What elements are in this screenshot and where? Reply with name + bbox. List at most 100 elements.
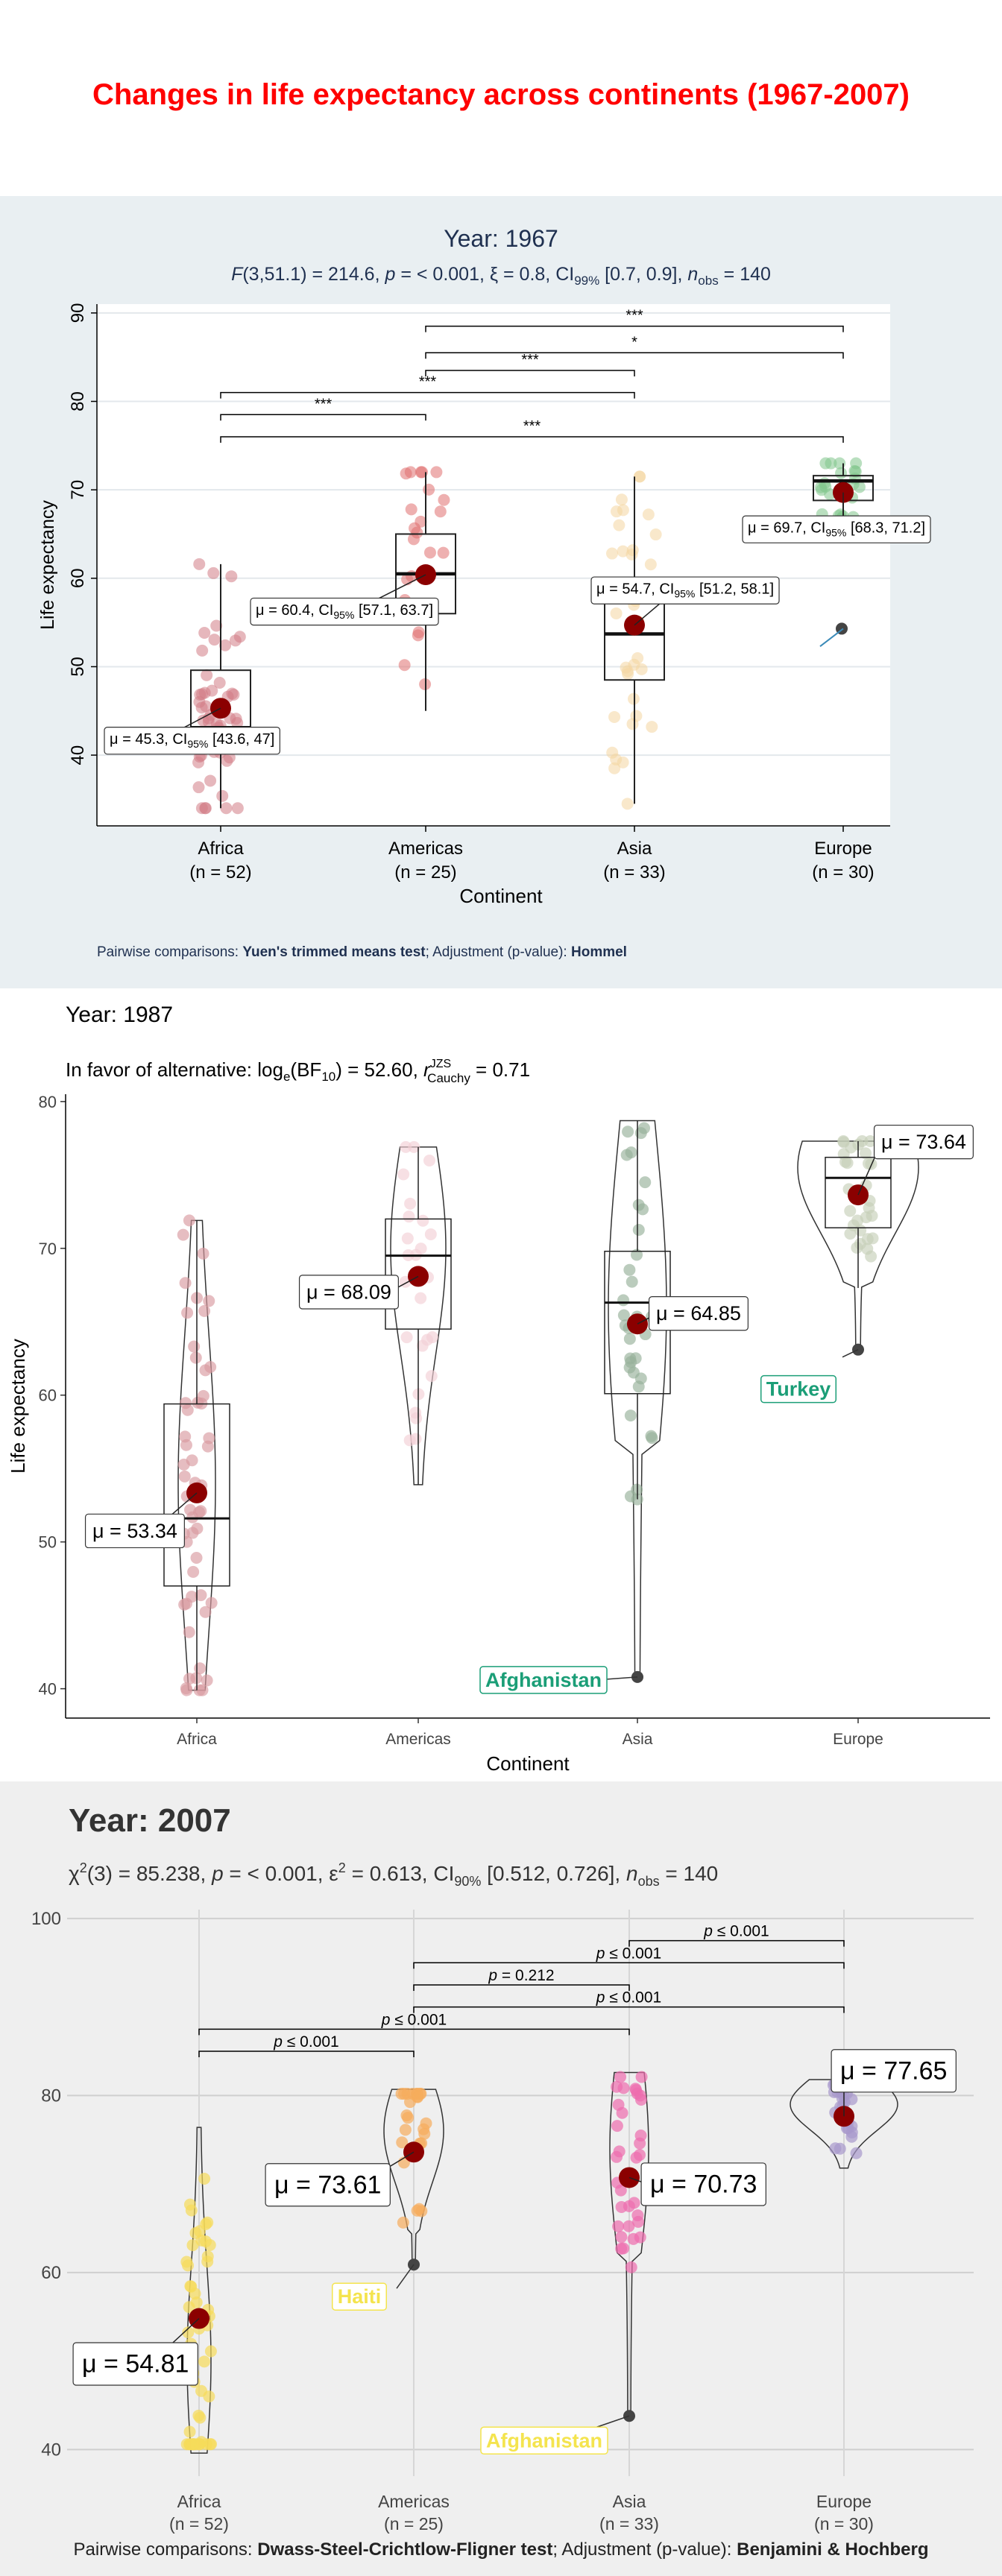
outlier-label-group: Afghanistan bbox=[480, 2426, 608, 2455]
data-point bbox=[183, 1626, 195, 1638]
mean-label: μ = 70.73 bbox=[650, 2170, 757, 2198]
x-tick-n-label: (n = 33) bbox=[603, 862, 665, 883]
data-point bbox=[617, 756, 629, 768]
data-point bbox=[438, 493, 450, 506]
data-point bbox=[193, 1506, 206, 1518]
panel-subtitle: F(3,51.1) = 214.6, p = < 0.001, ξ = 0.8,… bbox=[231, 264, 771, 288]
mean-label-group: μ = 64.85 bbox=[648, 1296, 749, 1331]
data-point bbox=[179, 1277, 192, 1289]
mean-label-group: μ = 77.65 bbox=[831, 2049, 957, 2093]
y-axis-title: Life expectancy bbox=[37, 500, 58, 630]
data-point bbox=[195, 701, 208, 714]
y-tick-label: 40 bbox=[41, 2440, 61, 2460]
x-tick-n-label: (n = 25) bbox=[384, 2514, 444, 2534]
data-point bbox=[197, 1247, 209, 1260]
data-point bbox=[866, 1210, 878, 1222]
comparison-label: p ≤ 0.001 bbox=[703, 1923, 769, 1940]
data-point bbox=[196, 644, 209, 657]
data-point bbox=[210, 619, 223, 632]
data-point bbox=[635, 2071, 648, 2083]
data-point bbox=[405, 503, 418, 516]
comparison-bracket bbox=[413, 2006, 845, 2013]
data-point bbox=[617, 1309, 630, 1322]
data-point bbox=[409, 522, 421, 534]
comparison-label: *** bbox=[626, 308, 643, 324]
outlier-label-group: Afghanistan bbox=[479, 1666, 608, 1694]
data-point bbox=[417, 1214, 429, 1227]
data-point bbox=[437, 546, 450, 559]
data-point bbox=[421, 1333, 434, 1346]
data-point bbox=[626, 1275, 638, 1288]
data-point bbox=[628, 658, 640, 671]
mean-label: μ = 54.81 bbox=[82, 2350, 189, 2378]
comparison-bracket bbox=[628, 1939, 845, 1947]
data-point bbox=[198, 1304, 211, 1317]
y-tick-label: 50 bbox=[68, 657, 88, 677]
data-point bbox=[631, 1483, 643, 1496]
comparison-bracket bbox=[413, 1962, 845, 1969]
data-point bbox=[397, 1168, 410, 1181]
data-point bbox=[195, 688, 208, 701]
data-point bbox=[190, 1552, 203, 1565]
data-point bbox=[646, 1432, 658, 1445]
data-point bbox=[183, 2301, 195, 2314]
data-point bbox=[178, 1470, 191, 1483]
main-title: Changes in life expectancy across contin… bbox=[92, 78, 910, 111]
data-point bbox=[195, 2384, 208, 2397]
data-point bbox=[189, 1351, 202, 1364]
data-point bbox=[193, 2438, 206, 2451]
panel-caption: Pairwise comparisons: Yuen's trimmed mea… bbox=[97, 944, 627, 960]
mean-label-box bbox=[104, 727, 280, 755]
outlier-label: Turkey bbox=[766, 1378, 831, 1401]
data-point bbox=[201, 1440, 214, 1453]
panel-caption: Pairwise comparisons: Dwass-Steel-Cricht… bbox=[74, 2539, 929, 2560]
x-tick-label: Europe bbox=[816, 2492, 872, 2511]
data-point bbox=[408, 1140, 420, 1153]
panel-subtitle: In favor of alternative: loge(BF10) = 52… bbox=[66, 1058, 530, 1085]
data-point bbox=[182, 2259, 195, 2272]
data-point bbox=[177, 1458, 190, 1471]
comparison-bracket bbox=[413, 1984, 630, 1991]
mean-label-box bbox=[831, 2049, 957, 2093]
panel-1987: Year: 1987 In favor of alternative: loge(… bbox=[0, 988, 1002, 1781]
data-point bbox=[639, 1176, 652, 1189]
x-tick-label: Asia bbox=[613, 2492, 646, 2511]
data-point bbox=[400, 467, 412, 480]
comparison-bracket bbox=[425, 325, 844, 332]
outlier-point bbox=[852, 1343, 864, 1356]
mean-label-group: μ = 70.73 bbox=[640, 2162, 766, 2206]
data-point bbox=[207, 566, 220, 579]
mean-label-box bbox=[742, 515, 931, 543]
comparison-bracket bbox=[198, 2028, 630, 2036]
outlier-label: Haiti bbox=[338, 2285, 382, 2308]
data-point bbox=[615, 493, 628, 506]
x-tick-label: Americas bbox=[385, 1731, 451, 1748]
data-point bbox=[837, 1135, 850, 1148]
comparison-bracket bbox=[220, 436, 844, 443]
comparison-label: * bbox=[631, 334, 637, 350]
mean-label: μ = 73.64 bbox=[881, 1131, 966, 1153]
data-point bbox=[193, 558, 206, 570]
data-point bbox=[410, 2088, 423, 2100]
box bbox=[825, 1156, 892, 1228]
mean-label-box bbox=[648, 1296, 749, 1331]
mean-label: μ = 73.61 bbox=[274, 2171, 381, 2199]
data-point bbox=[199, 802, 212, 815]
y-tick-label: 70 bbox=[68, 480, 88, 500]
outlier-label-box bbox=[480, 2426, 608, 2455]
data-point bbox=[434, 505, 447, 518]
outlier-label-group: Turkey bbox=[760, 1374, 837, 1404]
data-point bbox=[624, 1409, 637, 1422]
data-point bbox=[181, 1404, 194, 1416]
data-point bbox=[178, 1598, 191, 1611]
data-point bbox=[608, 762, 621, 774]
data-point bbox=[865, 1250, 877, 1263]
data-point bbox=[834, 2142, 846, 2155]
comparison-label: *** bbox=[315, 396, 333, 412]
data-point bbox=[186, 2239, 199, 2252]
x-tick-n-label: (n = 30) bbox=[812, 862, 874, 883]
data-point bbox=[398, 659, 411, 672]
data-point bbox=[397, 2216, 409, 2229]
panel-1967: Year: 1967 F(3,51.1) = 214.6, p = < 0.001… bbox=[0, 196, 1002, 988]
mean-label: μ = 60.4, CI95% [57.1, 63.7] bbox=[256, 602, 433, 621]
